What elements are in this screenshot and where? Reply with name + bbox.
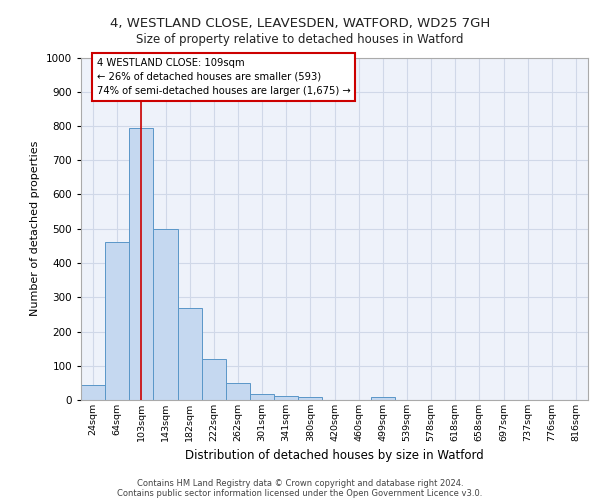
Bar — [202, 359, 226, 400]
Bar — [154, 229, 178, 400]
Bar — [298, 396, 322, 400]
Bar — [178, 308, 202, 400]
Bar — [129, 128, 154, 400]
Text: Contains public sector information licensed under the Open Government Licence v3: Contains public sector information licen… — [118, 488, 482, 498]
Y-axis label: Number of detached properties: Number of detached properties — [30, 141, 40, 316]
Text: 4 WESTLAND CLOSE: 109sqm
← 26% of detached houses are smaller (593)
74% of semi-: 4 WESTLAND CLOSE: 109sqm ← 26% of detach… — [97, 58, 350, 96]
X-axis label: Distribution of detached houses by size in Watford: Distribution of detached houses by size … — [185, 450, 484, 462]
Bar — [371, 398, 395, 400]
Text: Contains HM Land Registry data © Crown copyright and database right 2024.: Contains HM Land Registry data © Crown c… — [137, 478, 463, 488]
Bar — [226, 383, 250, 400]
Text: Size of property relative to detached houses in Watford: Size of property relative to detached ho… — [136, 32, 464, 46]
Bar — [81, 384, 105, 400]
Bar — [105, 242, 129, 400]
Bar — [274, 396, 298, 400]
Bar — [250, 394, 274, 400]
Text: 4, WESTLAND CLOSE, LEAVESDEN, WATFORD, WD25 7GH: 4, WESTLAND CLOSE, LEAVESDEN, WATFORD, W… — [110, 18, 490, 30]
